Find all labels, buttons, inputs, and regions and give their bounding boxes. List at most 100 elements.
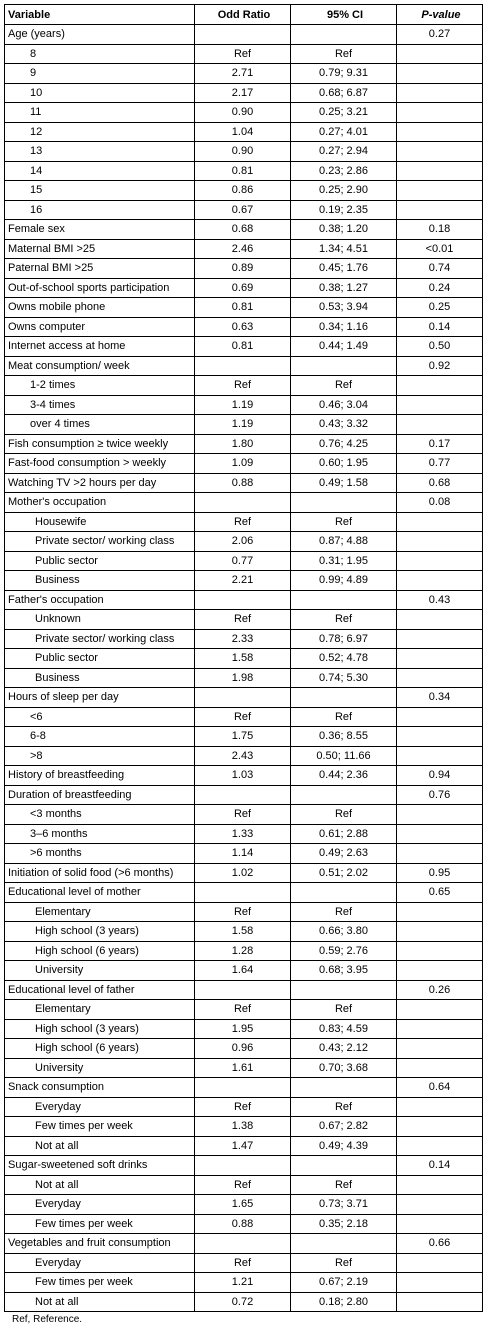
- p-value-cell: 0.24: [396, 277, 483, 298]
- p-value-cell: 0.74: [396, 258, 483, 279]
- p-value-cell: [396, 999, 483, 1020]
- p-value-cell: [396, 843, 483, 864]
- variable-cell: Out-of-school sports participation: [4, 277, 195, 298]
- ci-cell: [290, 784, 397, 805]
- p-value-cell: [396, 1174, 483, 1195]
- table-row: Housewife Ref Ref: [4, 511, 483, 532]
- table-row: Father's occupation 0.43: [4, 589, 483, 610]
- variable-cell: 12: [4, 121, 195, 142]
- ci-cell: 1.34; 4.51: [290, 238, 397, 259]
- odd-ratio-cell: 1.19: [194, 414, 291, 435]
- ci-cell: 0.61; 2.88: [290, 823, 397, 844]
- ci-cell: 0.31; 1.95: [290, 550, 397, 571]
- variable-cell: Business: [4, 667, 195, 688]
- p-value-cell: [396, 726, 483, 747]
- ci-cell: 0.34; 1.16: [290, 316, 397, 337]
- ci-cell: 0.25; 3.21: [290, 102, 397, 123]
- variable-cell: Not at all: [4, 1135, 195, 1156]
- p-value-cell: 0.64: [396, 1077, 483, 1098]
- variable-cell: Fish consumption ≥ twice weekly: [4, 433, 195, 454]
- p-value-cell: [396, 823, 483, 844]
- ci-cell: 0.67; 2.19: [290, 1272, 397, 1293]
- variable-cell: Few times per week: [4, 1213, 195, 1234]
- odds-ratio-table: Variable Odd Ratio 95% CI P-value Age (y…: [4, 4, 483, 1312]
- variable-cell: Mother's occupation: [4, 492, 195, 513]
- table-row: Snack consumption 0.64: [4, 1077, 483, 1098]
- p-value-cell: [396, 160, 483, 181]
- odd-ratio-cell: 0.86: [194, 180, 291, 201]
- variable-cell: 10: [4, 82, 195, 103]
- p-value-cell: [396, 102, 483, 123]
- p-value-cell: [396, 414, 483, 435]
- table-row: Maternal BMI >25 2.46 1.34; 4.51 <0.01: [4, 238, 483, 259]
- ci-cell: Ref: [290, 706, 397, 727]
- p-value-cell: [396, 706, 483, 727]
- variable-cell: University: [4, 960, 195, 981]
- table-row: Everyday Ref Ref: [4, 1096, 483, 1117]
- odd-ratio-cell: 1.75: [194, 726, 291, 747]
- odd-ratio-cell: 0.68: [194, 219, 291, 240]
- p-value-cell: 0.27: [396, 24, 483, 45]
- table-row: Owns mobile phone 0.81 0.53; 3.94 0.25: [4, 297, 483, 318]
- table-row: High school (6 years) 0.96 0.43; 2.12: [4, 1038, 483, 1059]
- odd-ratio-cell: 2.17: [194, 82, 291, 103]
- p-value-cell: 0.95: [396, 862, 483, 883]
- odd-ratio-cell: 2.21: [194, 570, 291, 591]
- table-row: Everyday 1.65 0.73; 3.71: [4, 1194, 483, 1215]
- variable-cell: Not at all: [4, 1291, 195, 1312]
- ci-cell: [290, 979, 397, 1000]
- odd-ratio-cell: 0.72: [194, 1291, 291, 1312]
- ci-cell: 0.46; 3.04: [290, 394, 397, 415]
- odd-ratio-cell: Ref: [194, 1174, 291, 1195]
- variable-cell: over 4 times: [4, 414, 195, 435]
- p-value-cell: [396, 394, 483, 415]
- odd-ratio-cell: 0.81: [194, 336, 291, 357]
- table-row: Out-of-school sports participation 0.69 0.…: [4, 277, 483, 298]
- header-p-value-text: P-value: [421, 8, 461, 21]
- variable-cell: Owns computer: [4, 316, 195, 337]
- variable-cell: Hours of sleep per day: [4, 687, 195, 708]
- table-row: Business 1.98 0.74; 5.30: [4, 667, 483, 688]
- table-row: Meat consumption/ week 0.92: [4, 355, 483, 376]
- ci-cell: [290, 355, 397, 376]
- ci-cell: 0.44; 1.49: [290, 336, 397, 357]
- table-row: 9 2.71 0.79; 9.31: [4, 63, 483, 84]
- p-value-cell: [396, 1116, 483, 1137]
- table-row: <3 months Ref Ref: [4, 804, 483, 825]
- ci-cell: 0.73; 3.71: [290, 1194, 397, 1215]
- ci-cell: 0.52; 4.78: [290, 648, 397, 669]
- ci-cell: 0.45; 1.76: [290, 258, 397, 279]
- ci-cell: 0.27; 4.01: [290, 121, 397, 142]
- variable-cell: University: [4, 1057, 195, 1078]
- odd-ratio-cell: [194, 979, 291, 1000]
- variable-cell: <3 months: [4, 804, 195, 825]
- odd-ratio-cell: 0.67: [194, 199, 291, 220]
- p-value-cell: [396, 375, 483, 396]
- table-row: 1-2 times Ref Ref: [4, 375, 483, 396]
- table-row: Few times per week 0.88 0.35; 2.18: [4, 1213, 483, 1234]
- odd-ratio-cell: Ref: [194, 706, 291, 727]
- p-value-cell: [396, 1057, 483, 1078]
- table-row: 6-8 1.75 0.36; 8.55: [4, 726, 483, 747]
- p-value-cell: 0.17: [396, 433, 483, 454]
- footnote: Ref, Reference.: [12, 1314, 83, 1325]
- variable-cell: Paternal BMI >25: [4, 258, 195, 279]
- odd-ratio-cell: 1.95: [194, 1018, 291, 1039]
- table-row: Private sector/ working class 2.33 0.78; 6…: [4, 628, 483, 649]
- p-value-cell: [396, 940, 483, 961]
- ci-cell: 0.18; 2.80: [290, 1291, 397, 1312]
- odd-ratio-cell: 1.09: [194, 453, 291, 474]
- table-row: 3-4 times 1.19 0.46; 3.04: [4, 394, 483, 415]
- variable-cell: 15: [4, 180, 195, 201]
- table-row: University 1.64 0.68; 3.95: [4, 960, 483, 981]
- odd-ratio-cell: Ref: [194, 901, 291, 922]
- ci-cell: 0.19; 2.35: [290, 199, 397, 220]
- variable-cell: Everyday: [4, 1096, 195, 1117]
- table-row: Elementary Ref Ref: [4, 999, 483, 1020]
- p-value-cell: 0.18: [396, 219, 483, 240]
- p-value-cell: 0.77: [396, 453, 483, 474]
- odd-ratio-cell: [194, 355, 291, 376]
- table-row: 10 2.17 0.68; 6.87: [4, 82, 483, 103]
- ci-cell: [290, 24, 397, 45]
- odd-ratio-cell: Ref: [194, 511, 291, 532]
